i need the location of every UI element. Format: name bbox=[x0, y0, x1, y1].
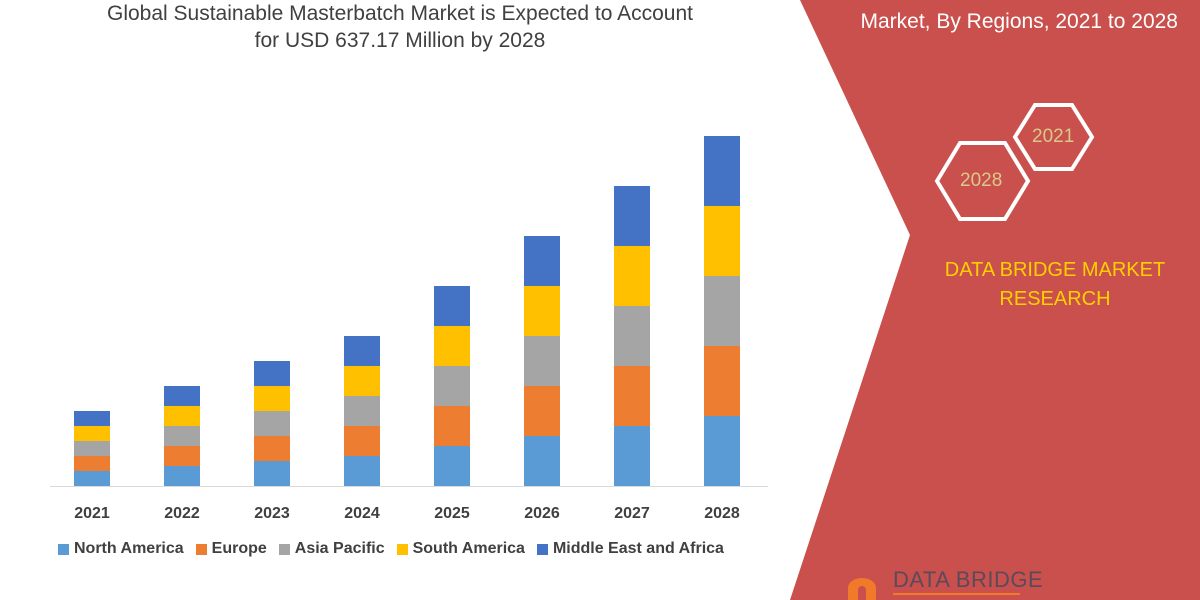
brand-text: DATA BRIDGE MARKET RESEARCH bbox=[920, 256, 1190, 314]
x-tick-label: 2023 bbox=[254, 505, 290, 522]
bar-segment-2027-middle-east-and-africa bbox=[614, 186, 650, 246]
brand-line-1: DATA BRIDGE MARKET bbox=[944, 259, 1166, 281]
bar-segment-2022-north-america bbox=[164, 466, 200, 486]
legend-item: Middle East and Africa bbox=[536, 540, 724, 558]
bar-segment-2027-north-america bbox=[614, 426, 650, 486]
bar-segment-2028-north-america bbox=[704, 416, 740, 486]
bar-segment-2026-south-america bbox=[524, 286, 560, 336]
bar-segment-2024-south-america bbox=[344, 366, 380, 396]
bar-segment-2028-europe bbox=[704, 346, 740, 416]
legend: North America Europe Asia Pacific South … bbox=[58, 540, 724, 558]
bar-segment-2027-asia-pacific bbox=[614, 306, 650, 366]
bar-segment-2025-north-america bbox=[434, 446, 470, 486]
legend-item: Asia Pacific bbox=[278, 540, 385, 558]
brand-line-2: RESEARCH bbox=[999, 288, 1111, 310]
legend-swatch bbox=[396, 543, 408, 555]
legend-label: Middle East and Africa bbox=[552, 540, 724, 557]
logo-icon bbox=[848, 566, 876, 600]
bar-segment-2027-south-america bbox=[614, 246, 650, 306]
bar-segment-2028-middle-east-and-africa bbox=[704, 136, 740, 206]
chart-title: Global Sustainable Masterbatch Market is… bbox=[40, 0, 760, 54]
bar-segment-2027-europe bbox=[614, 366, 650, 426]
bar-segment-2022-south-america bbox=[164, 406, 200, 426]
bar-segment-2022-middle-east-and-africa bbox=[164, 386, 200, 406]
bar-segment-2021-south-america bbox=[74, 426, 110, 441]
legend-label: Asia Pacific bbox=[294, 540, 385, 557]
bar-segment-2026-north-america bbox=[524, 436, 560, 486]
side-panel bbox=[790, 0, 1200, 600]
bar-segment-2025-south-america bbox=[434, 326, 470, 366]
title-line-1: Global Sustainable Masterbatch Market is… bbox=[107, 2, 693, 25]
logo-text: DATA BRIDGE bbox=[893, 567, 1044, 592]
hexagon-2021 bbox=[1012, 103, 1095, 171]
bar-segment-2024-north-america bbox=[344, 456, 380, 486]
bar-segment-2024-middle-east-and-africa bbox=[344, 336, 380, 366]
bar-segment-2025-middle-east-and-africa bbox=[434, 286, 470, 326]
bar-segment-2023-europe bbox=[254, 436, 290, 461]
legend-swatch bbox=[278, 543, 290, 555]
bar-segment-2025-europe bbox=[434, 406, 470, 446]
bar-segment-2023-south-america bbox=[254, 386, 290, 411]
bar-segment-2022-europe bbox=[164, 446, 200, 466]
hex-label-2021: 2021 bbox=[1032, 126, 1075, 147]
legend-swatch bbox=[195, 543, 207, 555]
hexagon-2028 bbox=[934, 141, 1031, 221]
bar-segment-2025-asia-pacific bbox=[434, 366, 470, 406]
legend-label: North America bbox=[74, 540, 184, 557]
x-tick-label: 2028 bbox=[704, 505, 740, 522]
bar-segment-2021-north-america bbox=[74, 471, 110, 486]
x-tick-label: 2025 bbox=[434, 505, 470, 522]
x-tick-label: 2026 bbox=[524, 505, 560, 522]
bar-segment-2021-middle-east-and-africa bbox=[74, 411, 110, 426]
bar-segment-2023-middle-east-and-africa bbox=[254, 361, 290, 386]
bar-segment-2024-asia-pacific bbox=[344, 396, 380, 426]
legend-label: Europe bbox=[211, 540, 267, 557]
bar-segment-2028-south-america bbox=[704, 206, 740, 276]
x-tick-label: 2024 bbox=[344, 505, 380, 522]
bar-segment-2026-middle-east-and-africa bbox=[524, 236, 560, 286]
bar-segment-2028-asia-pacific bbox=[704, 276, 740, 346]
x-tick-label: 2027 bbox=[614, 505, 650, 522]
legend-label: South America bbox=[412, 540, 525, 557]
x-tick-label: 2021 bbox=[74, 505, 110, 522]
bar-segment-2026-europe bbox=[524, 386, 560, 436]
bar-segment-2023-north-america bbox=[254, 461, 290, 486]
x-tick-label: 2022 bbox=[164, 505, 200, 522]
bar-segment-2024-europe bbox=[344, 426, 380, 456]
chart: 2021 2022 2023 2024 2025 2026 2027 2028 bbox=[50, 136, 768, 522]
legend-item: North America bbox=[58, 540, 184, 558]
bar-segment-2026-asia-pacific bbox=[524, 336, 560, 386]
hex-label-2028: 2028 bbox=[960, 170, 1003, 191]
bar-segment-2023-asia-pacific bbox=[254, 411, 290, 436]
legend-item: South America bbox=[396, 540, 525, 558]
bar-segment-2021-europe bbox=[74, 456, 110, 471]
subtitle: Market, By Regions, 2021 to 2028 bbox=[860, 10, 1178, 33]
legend-item: Europe bbox=[195, 540, 267, 558]
legend-swatch bbox=[58, 543, 69, 555]
title-line-2: for USD 637.17 Million by 2028 bbox=[254, 29, 546, 52]
bar-segment-2022-asia-pacific bbox=[164, 426, 200, 446]
bar-segment-2021-asia-pacific bbox=[74, 441, 110, 456]
legend-swatch bbox=[536, 543, 548, 555]
